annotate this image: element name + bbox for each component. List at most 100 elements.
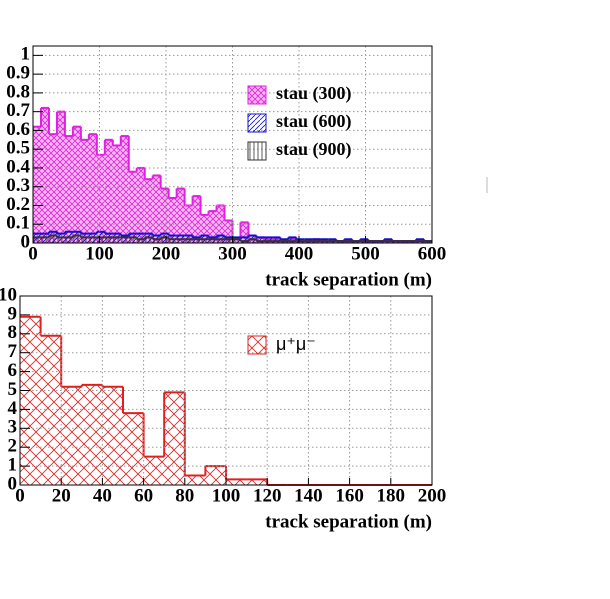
legend-label: stau (300) <box>276 83 352 104</box>
y-tick-label: 1 <box>21 44 31 65</box>
bar <box>192 196 201 243</box>
x-tick-label: 100 <box>212 485 241 506</box>
x-tick-label: 20 <box>52 485 71 506</box>
legend-swatch <box>247 141 267 161</box>
bar <box>20 316 41 485</box>
y-tick-label: 0 <box>21 231 31 252</box>
bar <box>33 237 41 243</box>
bar <box>152 175 161 243</box>
x-tick-label: 100 <box>85 243 114 264</box>
bar <box>88 134 97 243</box>
x-tick-label: 0 <box>15 485 25 506</box>
bar <box>72 235 81 243</box>
bar <box>160 237 169 243</box>
bar <box>136 239 145 243</box>
y-tick-label: 5 <box>8 379 18 400</box>
bar <box>143 456 165 485</box>
bar <box>56 111 65 244</box>
bar <box>226 479 247 485</box>
bar <box>64 136 73 243</box>
x-tick-label: 140 <box>294 485 323 506</box>
legend-swatch <box>247 85 267 105</box>
bar <box>40 335 62 485</box>
bar <box>120 136 129 243</box>
x-tick-label: 60 <box>134 485 153 506</box>
bar <box>33 126 41 243</box>
y-tick-label: 0.5 <box>6 138 30 159</box>
bar <box>168 239 177 243</box>
bar <box>112 145 121 243</box>
legend-swatch <box>247 335 267 355</box>
bar <box>246 479 268 485</box>
bar <box>168 197 177 243</box>
bar <box>123 413 144 485</box>
bar <box>208 239 217 243</box>
bar <box>48 235 57 243</box>
y-tick-label: 7 <box>8 341 18 362</box>
bar <box>224 239 233 243</box>
bar <box>216 239 225 243</box>
bar <box>128 171 137 243</box>
y-tick-label: 3 <box>8 417 18 438</box>
x-tick-label: 0 <box>28 243 38 264</box>
y-tick-label: 0.8 <box>6 81 30 102</box>
bar <box>56 237 65 243</box>
x-tick-label: 200 <box>418 485 447 506</box>
bar <box>205 466 226 485</box>
x-tick-label: 200 <box>152 243 181 264</box>
bar <box>136 167 145 243</box>
bar <box>176 239 185 243</box>
bar <box>64 237 73 243</box>
bar <box>232 239 241 243</box>
bar <box>102 386 123 485</box>
y-tick-label: 0 <box>8 473 18 494</box>
x-tick-label: 300 <box>218 243 247 264</box>
bar <box>184 475 206 485</box>
bar <box>164 392 185 485</box>
y-tick-label: 0.6 <box>6 119 30 140</box>
bar <box>240 222 249 243</box>
bar <box>184 239 193 243</box>
y-tick-label: 0.1 <box>6 213 30 234</box>
bar <box>61 386 82 485</box>
bar <box>48 134 57 243</box>
y-tick-label: 0.3 <box>6 175 30 196</box>
bar <box>192 239 201 243</box>
y-tick-label: 10 <box>0 284 17 305</box>
y-tick-label: 8 <box>8 322 18 343</box>
bar <box>200 239 209 243</box>
bar <box>224 220 233 243</box>
bar <box>81 384 103 485</box>
legend-label: stau (600) <box>276 111 352 132</box>
y-tick-label: 0.2 <box>6 194 30 215</box>
bar <box>112 237 121 243</box>
bar <box>40 107 49 244</box>
bar <box>120 237 129 243</box>
x-tick-label: 120 <box>253 485 282 506</box>
y-tick-label: 9 <box>8 303 18 324</box>
bar <box>104 237 113 243</box>
bar <box>176 188 185 243</box>
y-tick-label: 0.9 <box>6 63 30 84</box>
bar <box>184 205 193 243</box>
bar <box>72 126 81 243</box>
y-tick-label: 0.7 <box>6 100 30 121</box>
bar <box>248 239 257 243</box>
bar <box>80 237 89 243</box>
y-tick-label: 1 <box>8 454 18 475</box>
x-tick-label: 500 <box>351 243 380 264</box>
plot-frame <box>19 295 433 486</box>
x-axis-title: track separation (m) <box>265 269 432 290</box>
legend-swatch <box>247 113 267 133</box>
bar <box>200 214 209 243</box>
x-tick-label: 40 <box>93 485 112 506</box>
bar <box>96 237 105 243</box>
bar <box>104 139 113 243</box>
plot-frame <box>32 45 433 244</box>
bar <box>144 179 153 243</box>
bar <box>216 205 225 243</box>
y-tick-label: 0.4 <box>6 156 30 177</box>
y-tick-label: 4 <box>8 398 18 419</box>
x-tick-label: 80 <box>175 485 194 506</box>
